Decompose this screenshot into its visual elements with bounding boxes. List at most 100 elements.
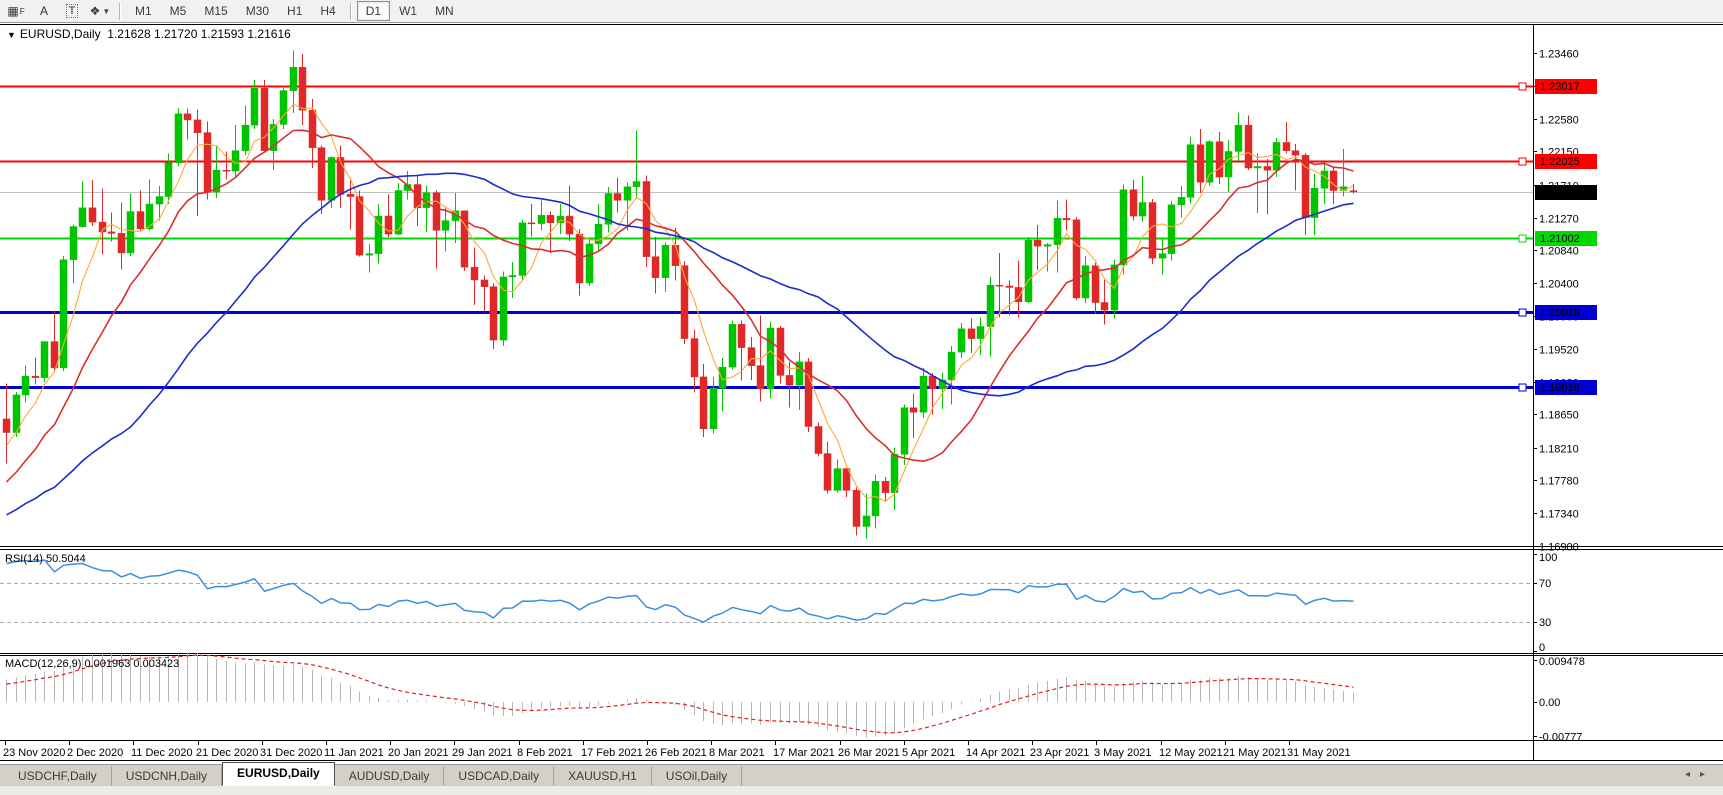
tab-usdchf-daily[interactable]: USDCHF,Daily [4,766,112,786]
objects-dropdown-button[interactable]: ❖ ▼ [89,4,111,18]
macd-axis-label: 0.00 [1539,697,1560,709]
candle-body [881,481,890,493]
tab-eurusd-daily[interactable]: EURUSD,Daily [222,762,335,786]
candle-body [1062,218,1071,221]
price-level-badge[interactable] [1535,380,1597,395]
price-level-badge-label: 1.23017 [1540,81,1580,93]
candle-body [1072,219,1081,299]
candle-body [183,113,192,121]
candle-body [250,88,259,126]
candle-body [327,157,336,201]
text-tool-button[interactable]: T [59,1,85,22]
candle-body [957,328,966,353]
timeframe-d1-button[interactable]: D1 [356,1,391,21]
level-handle[interactable] [1518,157,1527,166]
timeframe-m5-button[interactable]: M5 [169,4,187,18]
date-label: 8 Feb 2021 [517,747,573,759]
candle-body [804,361,813,427]
tab-usdcad-daily[interactable]: USDCAD,Daily [444,766,555,786]
timeframe-w1-button[interactable]: W1 [399,4,418,18]
candle-body [651,256,660,278]
price-tick-label: 1.18650 [1539,410,1579,422]
timeframe-mn-button[interactable]: MN [435,4,454,18]
candle-body [164,162,173,197]
tab-scroll-arrows: ◂▸ [1685,769,1715,780]
date-label: 26 Feb 2021 [645,747,707,759]
candle-body [279,90,288,125]
fibonacci-tool-button[interactable]: ▦ F [7,4,25,18]
candle-body [632,181,641,188]
candle-body [575,233,584,284]
price-level-badge-label: 1.22025 [1540,156,1580,168]
date-label: 26 Mar 2021 [838,747,900,759]
candle-body [1224,151,1233,178]
collapse-icon[interactable]: ▼ [7,30,16,40]
label-tool-button[interactable]: A [39,4,48,18]
date-label: 3 May 2021 [1094,747,1151,759]
candle-body [766,327,775,390]
candle-body [1234,124,1243,152]
tab-xauusd-h1[interactable]: XAUUSD,H1 [554,766,652,786]
price-tick-label: 1.20840 [1539,246,1579,258]
level-handle[interactable] [1518,308,1527,317]
price-tick-label: 1.18210 [1539,444,1579,456]
price-tick-label: 1.16900 [1539,542,1579,554]
candle-body [355,196,364,256]
candle-body [699,376,708,430]
candle-body [1263,166,1272,171]
price-level-badge[interactable] [1535,305,1597,320]
candle-body [947,351,956,381]
toolbar-separator [349,2,352,20]
candle-body [31,375,40,378]
ma-slow-line [6,172,1354,516]
candle-body [909,407,918,413]
timeframe-h1-button[interactable]: H1 [287,4,303,18]
price-level-badge[interactable] [1535,231,1597,246]
date-label: 29 Jan 2021 [452,747,513,759]
date-label: 14 Apr 2021 [966,747,1025,759]
candle-body [174,113,183,163]
candle-body [623,186,632,201]
price-level-badge-label: 1.19018 [1540,382,1580,394]
price-level-badge[interactable] [1535,79,1597,94]
date-label: 17 Feb 2021 [581,747,643,759]
candle-body [1177,197,1186,206]
candle-body [986,284,995,327]
level-handle[interactable] [1518,82,1527,91]
candle-body [728,324,737,368]
date-label: 21 Dec 2020 [196,747,258,759]
candle-body [556,215,565,224]
candle-body [833,468,842,491]
timeframe-m30-button[interactable]: M30 [245,4,270,18]
candle-body [527,222,536,225]
timeframe-m1-button[interactable]: M1 [135,4,152,18]
price-level-badge[interactable] [1535,154,1597,169]
price-level-badge-label: 1.21616 [1540,187,1580,199]
date-label: 17 Mar 2021 [773,747,835,759]
tab-usoil-daily[interactable]: USOil,Daily [652,766,743,786]
candle-body [107,231,116,234]
level-handle[interactable] [1518,383,1527,392]
candle-body [480,279,489,287]
tab-usdcnh-daily[interactable]: USDCNH,Daily [112,766,223,786]
candle-body [269,124,278,151]
candle-body [814,426,823,454]
price-level-badge[interactable] [1535,185,1597,200]
candle-body [795,361,804,386]
tab-scroll-right-icon[interactable]: ▸ [1699,769,1715,780]
toolbar-separator [119,2,121,20]
timeframe-h4-button[interactable]: H4 [320,4,336,18]
tab-audusd-daily[interactable]: AUDUSD,Daily [335,766,445,786]
level-handle[interactable] [1518,234,1527,243]
candle-body [1310,188,1319,218]
candle-body [537,215,546,224]
candle-body [88,207,97,223]
tab-scroll-left-icon[interactable]: ◂ [1684,769,1700,780]
candle-body [212,169,221,193]
candle-body [470,266,479,281]
candle-body [1291,150,1300,156]
timeframe-m15-button[interactable]: M15 [204,4,228,18]
candle-body [499,276,508,341]
candle-body [594,224,603,245]
